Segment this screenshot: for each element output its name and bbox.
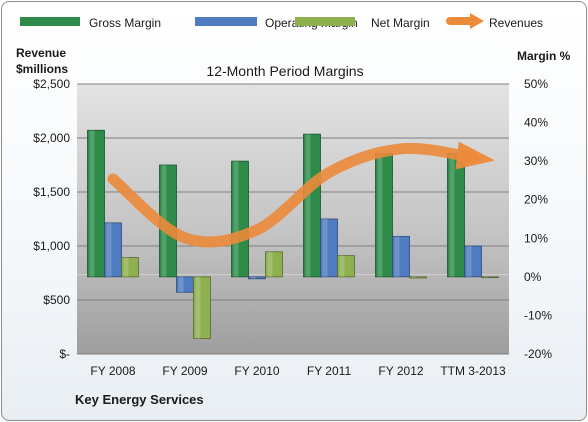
legend-arrow-revenues <box>470 13 484 29</box>
bar-gross-margin <box>231 160 249 278</box>
right-axis: -20% -10% 0% 10% 20% 30% 40% 50% <box>524 77 552 361</box>
bar-operating-margin <box>320 218 338 278</box>
category-label: FY 2010 <box>234 364 279 378</box>
bar-operating-margin <box>392 235 410 278</box>
left-axis-tick-label: $2,500 <box>33 77 70 91</box>
bar-gross-margin <box>375 153 393 278</box>
category-label: FY 2012 <box>378 364 423 378</box>
right-axis-tick-label: 20% <box>524 193 548 207</box>
legend-swatch-operating-margin <box>195 17 257 26</box>
right-axis-tick-label: 30% <box>524 154 548 168</box>
bar-net-margin <box>193 276 211 339</box>
bar-net-margin <box>481 276 499 279</box>
company-name: Key Energy Services <box>75 392 204 407</box>
gridlines <box>77 83 509 355</box>
right-axis-tick-label: 0% <box>524 270 542 284</box>
right-axis-tick-label: -10% <box>524 308 552 322</box>
category-axis: FY 2008 FY 2009 FY 2010 FY 2011 FY 2012 TTM 3… <box>90 364 506 378</box>
legend: Gross Margin Operating Margin Net Margin… <box>20 13 543 30</box>
bar-net-margin <box>337 255 355 278</box>
left-axis-tick-label: $1,500 <box>33 185 70 199</box>
legend-label-revenues: Revenues <box>489 16 543 30</box>
left-axis-tick-label: $1,000 <box>33 239 70 253</box>
right-axis-label: Margin % <box>517 49 571 63</box>
category-label: FY 2011 <box>307 364 352 378</box>
bar-operating-margin <box>248 276 266 280</box>
right-axis-tick-label: 40% <box>524 116 548 130</box>
revenue-line <box>107 141 495 248</box>
left-axis-tick-label: $500 <box>43 293 70 307</box>
revenue-curve <box>107 142 479 248</box>
category-label: FY 2008 <box>90 364 135 378</box>
bar-net-margin <box>121 257 139 278</box>
right-axis-tick-label: 50% <box>524 77 548 91</box>
zero-floor <box>77 274 509 276</box>
left-axis-label-line1: Revenue <box>16 46 66 60</box>
legend-label-net-margin: Net Margin <box>371 16 430 30</box>
left-axis-tick-label: $2,000 <box>33 131 70 145</box>
right-axis-tick-label: 10% <box>524 231 548 245</box>
left-axis-label-line2: $millions <box>16 62 68 76</box>
left-axis-tick-label: $- <box>59 347 70 361</box>
category-label: FY 2009 <box>162 364 207 378</box>
bar-gross-margin <box>303 133 321 278</box>
bar-operating-margin <box>104 222 122 278</box>
legend-swatch-gross-margin <box>20 17 80 26</box>
bar-operating-margin <box>176 276 194 293</box>
bar-operating-margin <box>464 245 482 278</box>
bar-net-margin <box>265 251 283 278</box>
legend-label-gross-margin: Gross Margin <box>89 16 161 30</box>
left-axis: $- $500 $1,000 $1,500 $2,000 $2,500 <box>33 77 70 361</box>
category-label: TTM 3-2013 <box>440 364 506 378</box>
bar-gross-margin <box>447 153 465 278</box>
bar-net-margin <box>409 276 427 279</box>
plot-area <box>77 84 509 354</box>
revenue-arrowhead <box>455 141 495 170</box>
legend-swatch-net-margin <box>295 17 355 26</box>
bar-gross-margin <box>87 129 105 278</box>
chart-title: 12-Month Period Margins <box>206 63 363 79</box>
right-axis-tick-label: -20% <box>524 347 552 361</box>
